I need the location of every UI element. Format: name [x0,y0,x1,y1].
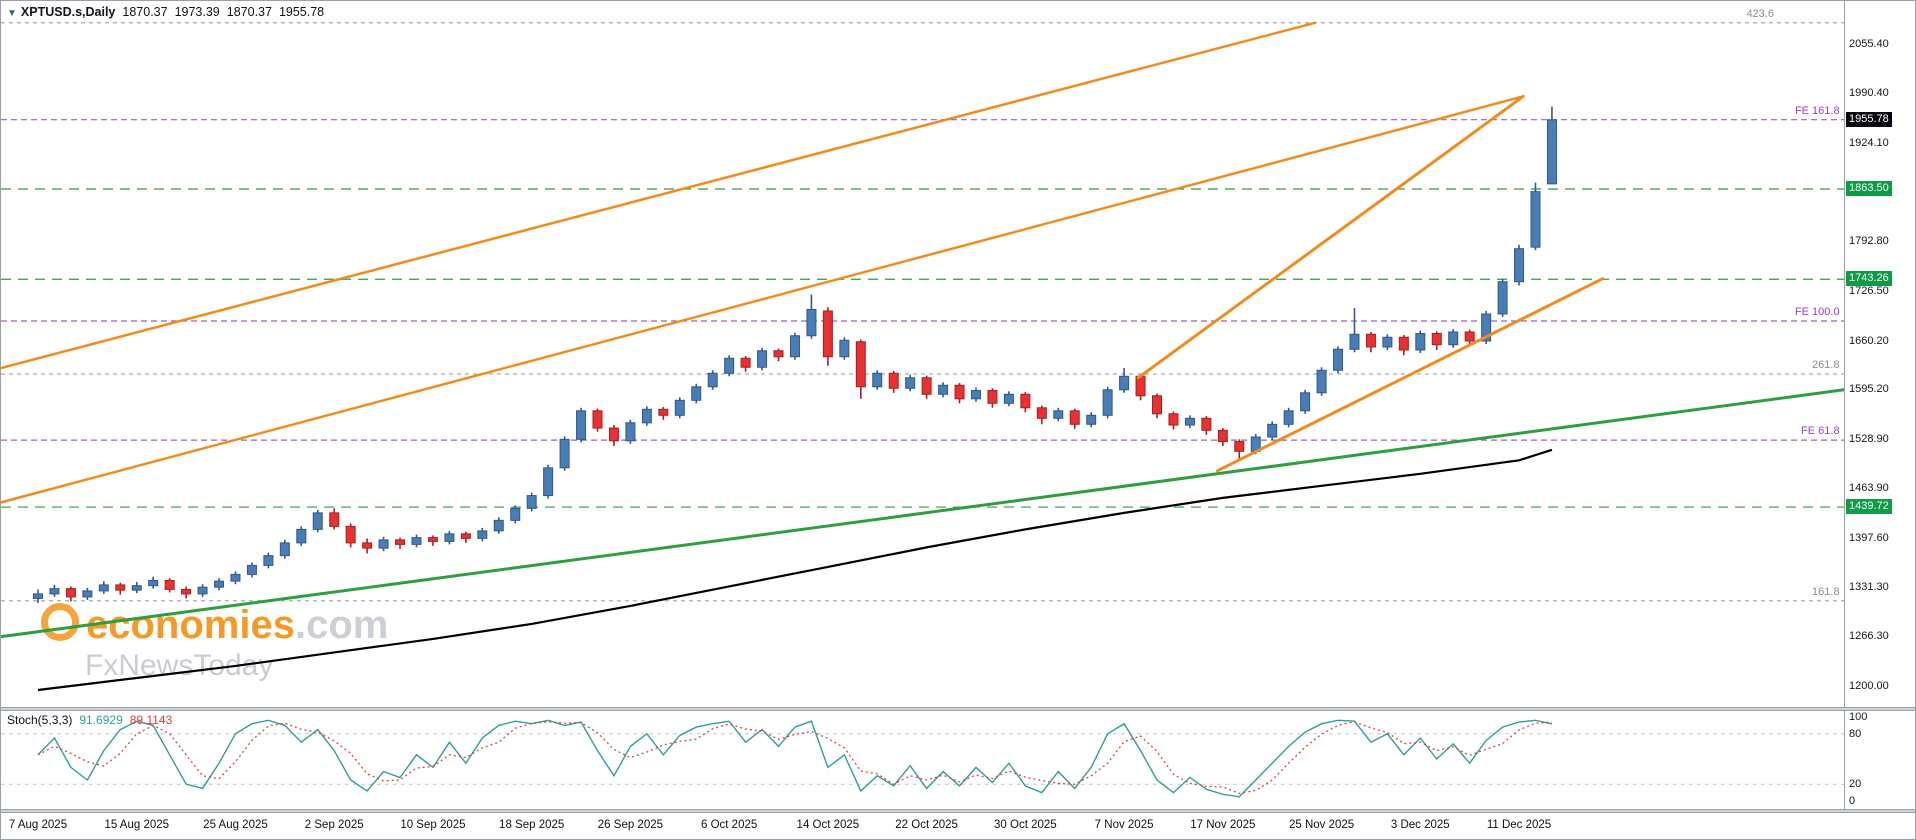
chart-title-bar: ▼ XPTUSD.s,Daily 1870.37 1973.39 1870.37 1955… [7,5,324,19]
trendlines[interactable] [1,21,1844,639]
stoch-scale-label: 20 [1849,778,1862,791]
price-tick-label: 1266.30 [1849,630,1889,643]
watermark-domain: .com [294,603,389,647]
price-tick-label: 1726.50 [1849,284,1889,297]
time-axis-divider [1,809,1915,813]
panel-divider[interactable] [1,707,1915,711]
stoch-scale-label: 80 [1849,727,1862,740]
ma-line [37,448,1553,692]
date-label: 3 Dec 2025 [1390,819,1450,831]
price-level-badge-green: 1863.50 [1846,181,1892,197]
price-tick-label: 1660.20 [1849,334,1889,347]
ohlc-low: 1870.37 [226,5,272,19]
current-price-badge: 1955.78 [1846,111,1892,127]
price-axis[interactable]: 2055.40 1990.40 1924.10 1792.80 1726.50 1660.… [1845,1,1915,813]
time-axis[interactable]: 7 Aug 2025 15 Aug 2025 25 Aug 2025 2 Sep 20… [1,813,1844,839]
stochastic-label: Stoch(5,3,3) 91.6929 89.1143 [7,713,172,727]
ohlc-close: 1955.78 [278,5,325,19]
stochastic-signal-value: 89.1143 [129,713,173,727]
date-label: 17 Nov 2025 [1190,819,1256,831]
date-label: 14 Oct 2025 [796,819,860,831]
economies-logo-icon [41,603,79,641]
date-label: 22 Oct 2025 [895,819,958,831]
price-level-badge-green: 1439.72 [1846,499,1892,515]
stoch-signal-line [37,721,1552,795]
symbol-dropdown-icon[interactable]: ▼ [7,8,17,19]
price-tick-label: 1200.00 [1849,679,1889,692]
price-tick-label: 1397.60 [1849,531,1889,544]
price-tick-label: 1990.40 [1849,86,1889,99]
stochastic-canvas[interactable] [1,711,1844,807]
price-tick-label: 1924.10 [1849,136,1889,149]
stoch-scale-label: 100 [1849,711,1868,723]
price-level-badge-green: 1743.26 [1846,271,1892,287]
date-label: 2 Sep 2025 [304,819,364,831]
upper-parallel-line [1,21,1317,370]
price-tick-label: 2055.40 [1849,38,1889,50]
date-label: 10 Sep 2025 [400,819,466,831]
stoch-main-line [37,719,1553,798]
price-tick-label: 1331.30 [1849,581,1889,594]
price-tick-label: 1595.20 [1849,383,1889,396]
main-uptrend-line [1,95,1525,504]
date-label: 7 Aug 2025 [8,819,68,831]
stoch-scale-label: 0 [1849,795,1856,807]
price-chart-canvas[interactable] [1,1,1844,707]
fib-level-lines [1,22,1844,602]
date-label: 26 Sep 2025 [597,819,664,831]
price-axis-border [1844,1,1845,813]
price-tick-label: 1528.90 [1849,433,1889,446]
price-tick-label: 1792.80 [1849,235,1889,248]
date-label: 6 Oct 2025 [701,819,758,831]
support-trendline [1,388,1844,639]
date-label: 11 Dec 2025 [1486,819,1552,831]
ohlc-high: 1973.39 [174,5,220,19]
ohlc-open: 1870.37 [122,5,168,19]
price-tick-label: 1463.90 [1849,481,1889,494]
date-label: 15 Aug 2025 [104,819,170,831]
date-label: 7 Nov 2025 [1094,819,1154,831]
date-label: 25 Aug 2025 [203,819,268,831]
date-label: 25 Nov 2025 [1288,819,1355,831]
ohlc-values: 1870.37 1973.39 1870.37 1955.78 [115,5,324,19]
date-label: 30 Oct 2025 [994,819,1057,831]
steep-channel-upper-line [1136,94,1525,380]
date-label: 18 Sep 2025 [499,819,565,831]
steep-channel-lower-line [1215,277,1605,473]
symbol-title: XPTUSD.s,Daily [20,5,116,19]
stochastic-name: Stoch(5,3,3) [7,713,73,727]
stochastic-main-value: 91.6929 [79,713,123,727]
candlestick-series [33,106,1557,603]
